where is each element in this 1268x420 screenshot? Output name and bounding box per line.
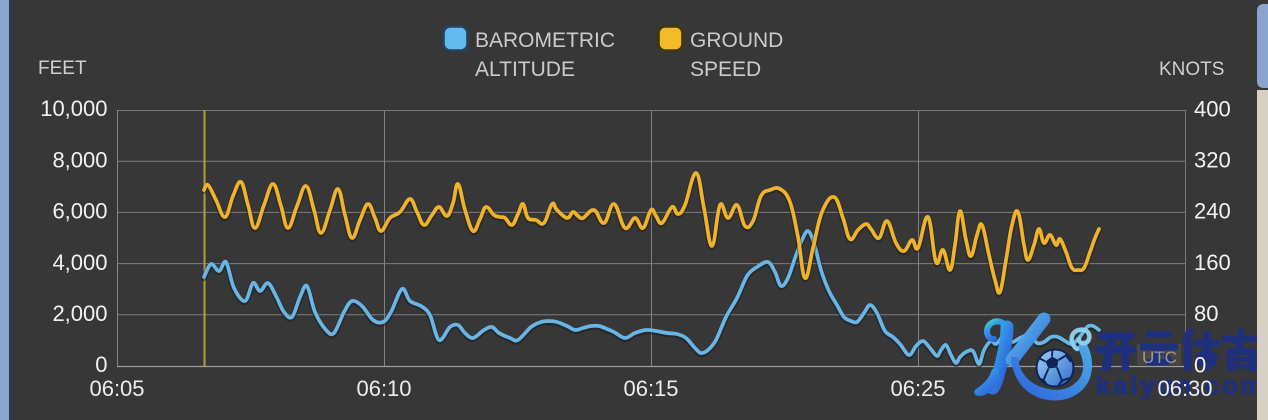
svg-text:kaiyun.com: kaiyun.com	[1096, 372, 1267, 400]
svg-text:4,000: 4,000	[52, 250, 107, 275]
svg-text:06:05: 06:05	[89, 376, 144, 401]
svg-text:KNOTS: KNOTS	[1159, 59, 1224, 80]
svg-text:BAROMETRIC: BAROMETRIC	[475, 29, 615, 52]
svg-text:06:25: 06:25	[890, 376, 945, 401]
svg-text:06:10: 06:10	[356, 376, 411, 401]
svg-text:10,000: 10,000	[40, 96, 107, 121]
svg-text:80: 80	[1194, 301, 1218, 326]
svg-text:06:30: 06:30	[1157, 376, 1212, 401]
svg-text:400: 400	[1194, 96, 1231, 121]
svg-text:06:15: 06:15	[623, 376, 678, 401]
svg-text:240: 240	[1194, 199, 1231, 224]
svg-text:320: 320	[1194, 148, 1231, 173]
svg-text:ALTITUDE: ALTITUDE	[475, 58, 575, 81]
svg-text:UTC: UTC	[1142, 348, 1177, 367]
svg-text:2,000: 2,000	[52, 301, 107, 326]
svg-text:6,000: 6,000	[52, 199, 107, 224]
svg-text:FEET: FEET	[38, 58, 87, 79]
svg-text:SPEED: SPEED	[690, 58, 761, 81]
svg-text:0: 0	[1194, 352, 1206, 377]
svg-text:160: 160	[1194, 250, 1231, 275]
svg-text:GROUND: GROUND	[690, 29, 783, 52]
svg-text:0: 0	[95, 352, 107, 377]
svg-text:8,000: 8,000	[52, 147, 107, 172]
